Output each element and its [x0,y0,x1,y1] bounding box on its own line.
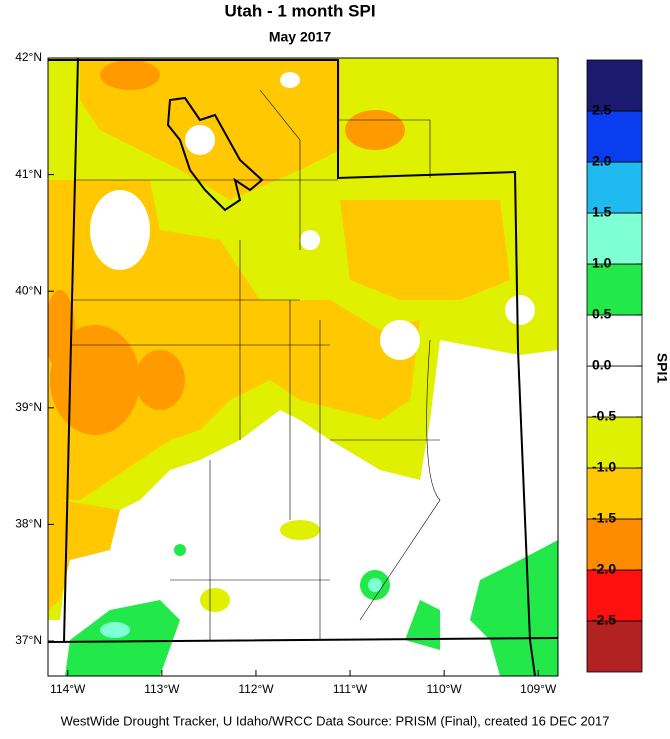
colorbar-bin [586,569,643,622]
colorbar-bin [586,314,643,367]
y-tick-label: 41°N [15,167,42,181]
colorbar-label: 2.5 [592,102,612,118]
map-fill [48,58,558,676]
colorbar-bin [586,365,643,418]
colorbar-label: 2.0 [592,153,612,169]
x-tick-label: 109°W [520,682,557,696]
colorbar-label: -1.5 [592,510,616,526]
colorbar-bin [586,212,643,265]
title: Utah - 1 month SPI [224,1,375,20]
colorbar-bin [586,59,643,112]
x-tick-label: 110°W [427,682,463,696]
colorbar-label: 0.5 [592,306,612,322]
colorbar-label: -0.5 [592,408,616,424]
colorbar-bin [586,518,643,571]
colorbar-title: SPI1 [654,353,670,384]
y-tick-label: 42°N [15,50,42,64]
x-tick-label: 111°W [333,682,368,696]
subtitle: May 2017 [269,29,331,45]
colorbar-bin [586,263,643,316]
x-tick-label: 113°W [144,682,180,696]
x-tick-label: 114°W [50,682,86,696]
colorbar-bin [586,620,643,673]
footer: WestWide Drought Tracker, U Idaho/WRCC D… [61,713,610,728]
colorbar-label: -2.0 [592,561,616,577]
y-tick-label: 38°N [15,517,42,531]
colorbar-bin [586,161,643,214]
colorbar-label: 1.0 [592,255,612,271]
map-frame [47,57,559,677]
colorbar-label: -1.0 [592,459,616,475]
colorbar-bin [586,416,643,469]
colorbar-bin [586,110,643,163]
colorbar-label: 1.5 [592,204,612,220]
y-tick-label: 39°N [15,400,42,414]
colorbar-bin [586,467,643,520]
y-tick-label: 40°N [15,283,42,297]
x-tick-label: 112°W [238,682,274,696]
colorbar-label: -2.5 [592,612,616,628]
colorbar-label: 0.0 [592,357,612,373]
y-tick-label: 37°N [15,633,42,647]
